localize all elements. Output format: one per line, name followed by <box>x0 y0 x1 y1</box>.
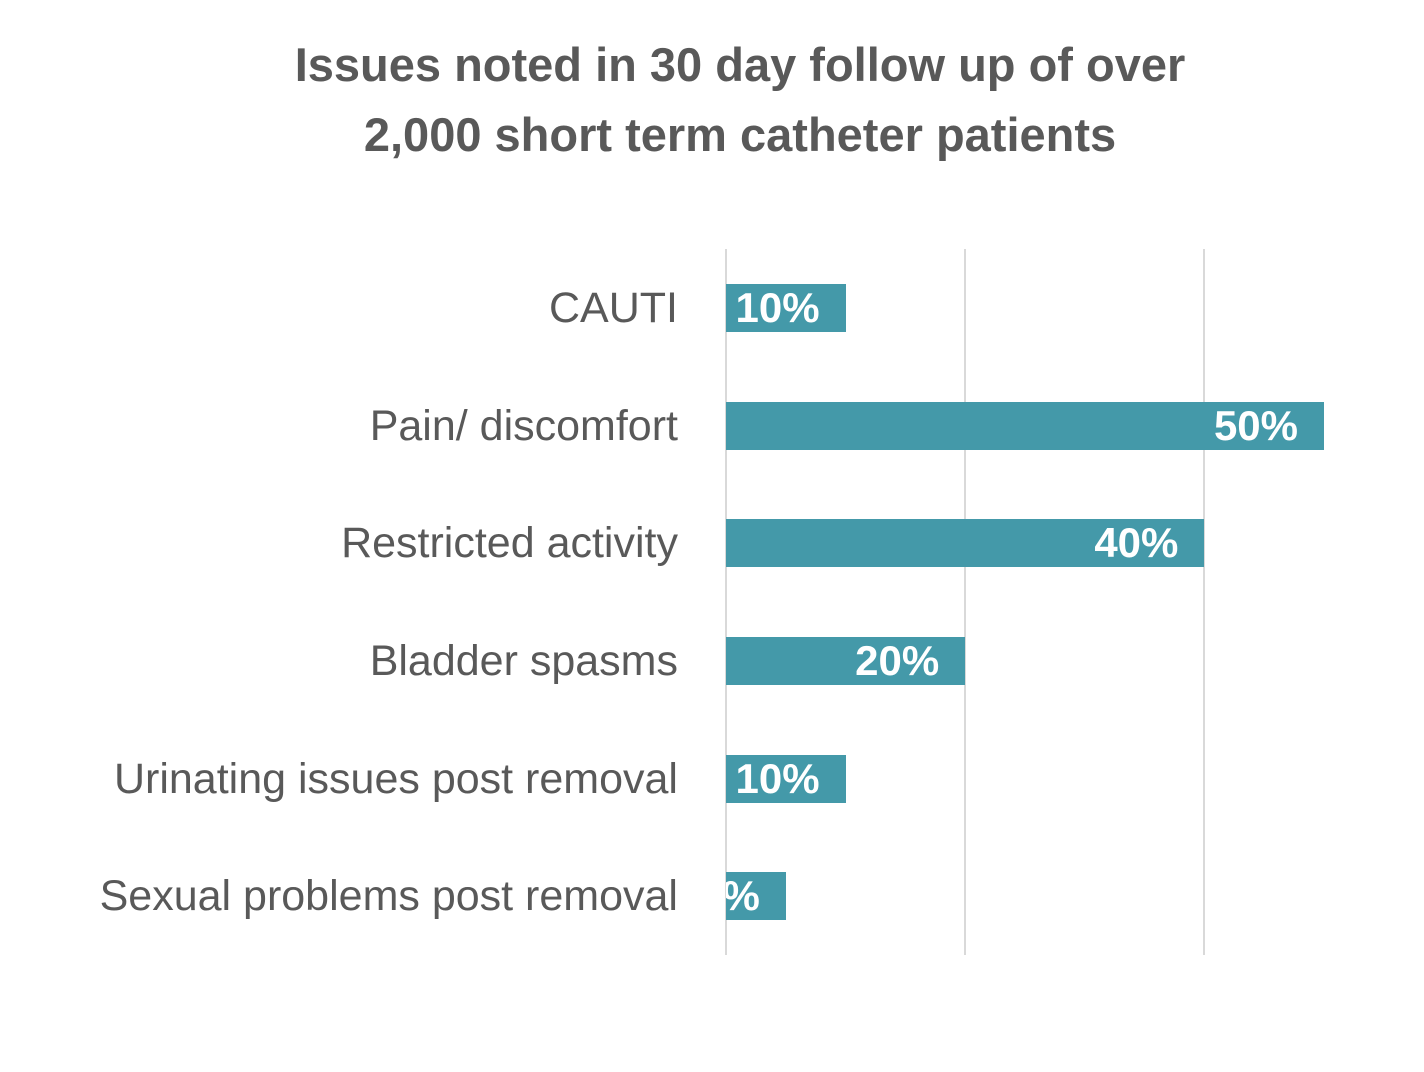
gridline <box>964 249 967 955</box>
category-label: Urinating issues post removal <box>113 754 678 803</box>
bar: 20% <box>726 636 966 685</box>
category-label: Restricted activity <box>341 519 678 568</box>
bar: 10% <box>726 283 846 332</box>
bar-value-label: 20% <box>855 636 940 684</box>
gridline <box>1203 249 1206 955</box>
bar-value-label: 10% <box>735 283 820 331</box>
bar-value-label: 10% <box>735 754 820 802</box>
chart-title-line-2: 2,000 short term catheter patients <box>363 108 1117 161</box>
chart-title: Issues noted in 30 day follow up of over… <box>56 30 1424 170</box>
bar: 10% <box>726 754 846 803</box>
bar-value-label: 50% <box>1213 401 1298 449</box>
category-label: Pain/ discomfort <box>369 401 678 450</box>
category-label: Bladder spasms <box>369 636 678 685</box>
bar-value-label: 40% <box>1094 519 1179 567</box>
bar: 40% <box>726 519 1205 568</box>
bar: % <box>726 872 786 921</box>
bar: 50% <box>726 401 1324 450</box>
chart-title-line-1: Issues noted in 30 day follow up of over <box>294 38 1186 91</box>
bar-value-label: % <box>726 872 760 920</box>
category-label: CAUTI <box>549 283 678 332</box>
category-label: Sexual problems post removal <box>99 872 678 921</box>
gridline <box>725 249 727 955</box>
